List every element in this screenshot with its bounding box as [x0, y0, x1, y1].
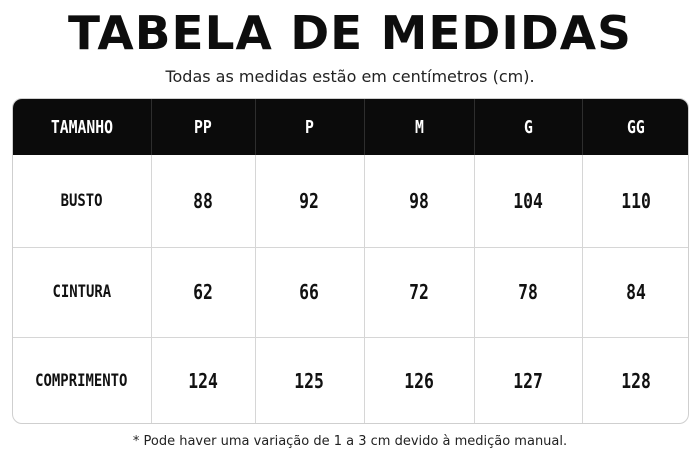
size-table: TAMANHO PP P M G GG BUSTO 88 92 98 104 1…	[13, 99, 688, 423]
row-label-cintura: CINTURA	[13, 247, 152, 338]
table-cell: 92	[255, 155, 365, 248]
page-title: TABELA DE MEDIDAS	[68, 6, 632, 60]
size-table-container: TAMANHO PP P M G GG BUSTO 88 92 98 104 1…	[12, 98, 689, 424]
row-label-busto: BUSTO	[13, 155, 152, 248]
table-cell: 126	[364, 337, 475, 423]
table-cell: 66	[255, 247, 365, 338]
header-cell-pp: PP	[151, 99, 256, 155]
page-subtitle: Todas as medidas estão em centímetros (c…	[165, 67, 535, 86]
table-cell: 124	[151, 337, 256, 423]
table-row-comprimento: COMPRIMENTO 124 125 126 127 128	[13, 337, 688, 423]
table-header-row: TAMANHO PP P M G GG	[13, 99, 688, 155]
table-cell: 128	[621, 368, 652, 393]
footnote: * Pode haver uma variação de 1 a 3 cm de…	[132, 434, 568, 449]
header-cell-gg: GG	[582, 99, 688, 155]
table-row-busto: BUSTO 88 92 98 104 110	[13, 155, 688, 248]
table-cell: 104	[474, 155, 583, 248]
table-cell: 62	[151, 247, 256, 338]
header-cell-m: M	[364, 99, 475, 155]
table-row-cintura: CINTURA 62 66 72 78 84	[13, 247, 688, 338]
header-cell-size-label: TAMANHO	[13, 99, 152, 155]
header-cell-p: P	[255, 99, 365, 155]
table-cell: 78	[474, 247, 583, 338]
table-cell: 110	[582, 155, 688, 248]
row-label-comprimento: COMPRIMENTO	[13, 337, 152, 423]
table-cell: 98	[364, 155, 475, 248]
header-cell-g: G	[474, 99, 583, 155]
table-cell: 127	[474, 337, 583, 423]
table-cell: 84	[582, 247, 688, 338]
table-cell: 125	[255, 337, 365, 423]
table-cell: 72	[364, 247, 475, 338]
table-cell: 88	[151, 155, 256, 248]
